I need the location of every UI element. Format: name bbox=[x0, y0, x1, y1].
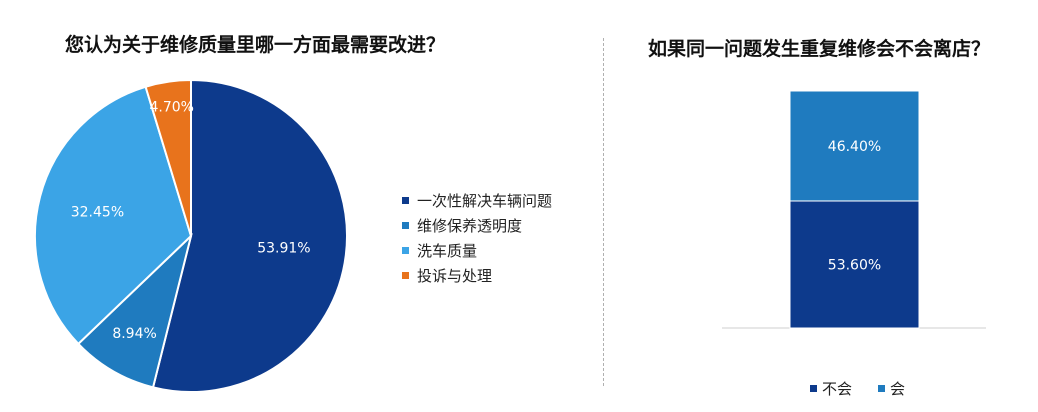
pie-legend-label: 维修保养透明度 bbox=[417, 217, 523, 235]
pie-slice-label: 32.45% bbox=[71, 205, 124, 221]
bar-legend: 不会 会 bbox=[810, 376, 931, 401]
bar-legend-swatch bbox=[878, 385, 886, 392]
bar-legend-label: 会 bbox=[890, 380, 906, 398]
bar-legend-item: 不会 bbox=[810, 376, 852, 401]
pie-slice-label: 4.70% bbox=[149, 99, 193, 115]
bar-chart-title: 如果同一问题发生重复维修会不会离店？ bbox=[648, 38, 991, 60]
pie-slice bbox=[76, 232, 193, 389]
pie-legend-item: 维修保养透明度 bbox=[402, 213, 552, 238]
pie-chart: 53.91% 8.94% 32.45% 4.70% bbox=[34, 78, 348, 393]
bar-legend-swatch bbox=[810, 385, 817, 392]
pie-slice bbox=[34, 85, 193, 346]
bar-segment bbox=[789, 90, 920, 202]
bar-segment-label: 46.40% bbox=[828, 139, 881, 155]
bar-segment-label: 53.60% bbox=[828, 257, 881, 273]
pie-slice bbox=[144, 78, 192, 237]
pie-legend-swatch bbox=[402, 247, 409, 254]
pie-legend-label: 一次性解决车辆问题 bbox=[417, 192, 553, 210]
pie-legend-label: 投诉与处理 bbox=[417, 267, 493, 285]
pie-legend-item: 一次性解决车辆问题 bbox=[402, 188, 552, 213]
pie-legend-swatch bbox=[402, 272, 409, 279]
pie-legend-swatch bbox=[402, 197, 409, 204]
chart-divider bbox=[603, 38, 604, 386]
pie-slice bbox=[151, 78, 348, 393]
pie-legend-swatch bbox=[402, 222, 409, 229]
bar-legend-label: 不会 bbox=[822, 380, 853, 398]
pie-chart-title: 您认为关于维修质量里哪一方面最需要改进？ bbox=[65, 34, 446, 56]
bar-segment bbox=[789, 200, 920, 329]
pie-slice-label: 53.91% bbox=[257, 240, 310, 256]
pie-legend-label: 洗车质量 bbox=[417, 242, 478, 260]
bar-legend-item: 会 bbox=[878, 376, 905, 401]
pie-legend-item: 投诉与处理 bbox=[402, 263, 552, 288]
pie-legend-item: 洗车质量 bbox=[402, 238, 552, 263]
pie-legend: 一次性解决车辆问题 维修保养透明度 洗车质量 投诉与处理 bbox=[402, 188, 552, 288]
pie-slice-label: 8.94% bbox=[112, 326, 156, 342]
